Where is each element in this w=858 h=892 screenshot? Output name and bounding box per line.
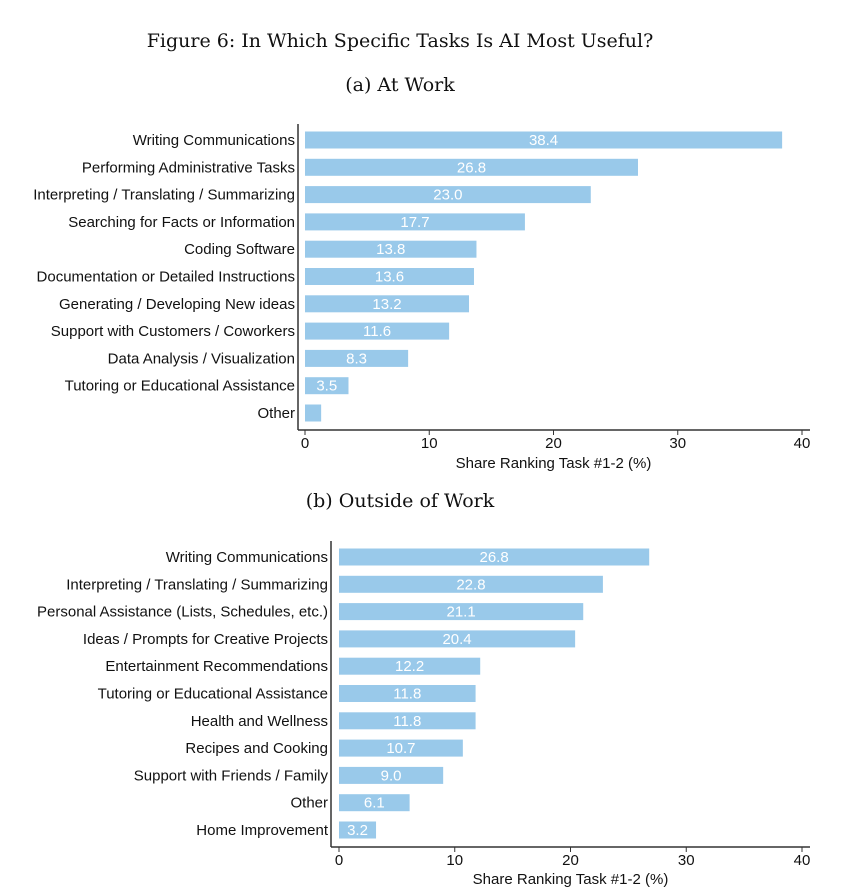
x-tick-label: 0 bbox=[301, 435, 309, 452]
x-tick-label: 10 bbox=[446, 852, 463, 869]
data-label: 12.2 bbox=[395, 658, 424, 675]
bar bbox=[339, 630, 576, 648]
data-label: 13.6 bbox=[375, 269, 404, 286]
category-label: Coding Software bbox=[184, 241, 295, 258]
data-label: 26.8 bbox=[457, 159, 486, 176]
category-label: Health and Wellness bbox=[191, 713, 328, 730]
x-tick-label: 20 bbox=[545, 435, 562, 452]
data-label: 38.4 bbox=[529, 132, 558, 149]
data-label: 21.1 bbox=[447, 604, 476, 621]
panel-subtitle: (a) At Work bbox=[345, 74, 455, 96]
category-label: Data Analysis / Visualization bbox=[108, 350, 295, 367]
figure-title: Figure 6: In Which Specific Tasks Is AI … bbox=[147, 30, 654, 52]
bar bbox=[305, 213, 525, 231]
panel-subtitle: (b) Outside of Work bbox=[306, 490, 495, 512]
bar bbox=[339, 794, 410, 812]
bar bbox=[305, 295, 470, 313]
category-label: Support with Customers / Coworkers bbox=[51, 323, 295, 340]
category-label: Interpreting / Translating / Summarizing bbox=[66, 576, 328, 593]
bar bbox=[339, 575, 603, 593]
category-label: Personal Assistance (Lists, Schedules, e… bbox=[37, 604, 328, 621]
data-label: 17.7 bbox=[400, 214, 429, 231]
category-label: Home Improvement bbox=[196, 822, 329, 839]
category-label: Support with Friends / Family bbox=[134, 767, 329, 784]
bar bbox=[339, 712, 476, 730]
bar bbox=[339, 657, 481, 675]
data-label: 8.3 bbox=[346, 350, 367, 367]
bar bbox=[339, 685, 476, 702]
x-tick-label: 0 bbox=[335, 852, 343, 869]
category-label: Interpreting / Translating / Summarizing bbox=[33, 187, 295, 204]
bar bbox=[339, 739, 463, 757]
data-label: 3.5 bbox=[316, 378, 337, 395]
bar bbox=[305, 158, 638, 176]
data-label: 23.0 bbox=[433, 187, 462, 204]
data-label: 13.8 bbox=[376, 241, 405, 258]
x-tick-label: 40 bbox=[794, 852, 811, 869]
category-label: Entertainment Recommendations bbox=[105, 658, 328, 675]
category-label: Other bbox=[257, 405, 295, 422]
bar bbox=[305, 349, 409, 367]
data-label: 13.2 bbox=[372, 296, 401, 313]
data-label: 3.2 bbox=[347, 822, 368, 839]
data-label: 11.6 bbox=[363, 323, 391, 340]
category-label: Writing Communications bbox=[166, 549, 328, 566]
x-tick-label: 30 bbox=[669, 435, 686, 452]
bar bbox=[305, 322, 450, 340]
data-label: 26.8 bbox=[480, 549, 509, 566]
category-label: Documentation or Detailed Instructions bbox=[37, 269, 295, 286]
data-label: 20.4 bbox=[442, 631, 471, 648]
data-label: 22.8 bbox=[456, 576, 485, 593]
bar bbox=[305, 131, 783, 149]
category-label: Searching for Facts or Information bbox=[68, 214, 295, 231]
category-label: Performing Administrative Tasks bbox=[82, 159, 295, 176]
bar bbox=[339, 548, 650, 566]
bar bbox=[305, 377, 349, 395]
x-tick-label: 30 bbox=[678, 852, 695, 869]
bar bbox=[305, 240, 477, 258]
category-label: Writing Communications bbox=[133, 132, 295, 149]
x-tick-label: 40 bbox=[794, 435, 811, 452]
x-axis-label: Share Ranking Task #1-2 (%) bbox=[473, 871, 669, 888]
bar bbox=[305, 268, 474, 285]
category-label: Ideas / Prompts for Creative Projects bbox=[83, 631, 328, 648]
data-label: 9.0 bbox=[381, 767, 402, 784]
bar bbox=[305, 186, 591, 204]
panel-outside-work: (b) Outside of Work Writing Communication… bbox=[37, 490, 810, 888]
data-label: 11.8 bbox=[393, 713, 421, 730]
category-label: Generating / Developing New ideas bbox=[59, 296, 295, 313]
bar bbox=[305, 404, 322, 422]
x-axis-label: Share Ranking Task #1-2 (%) bbox=[456, 455, 652, 472]
bar bbox=[339, 821, 377, 839]
panel-at-work: (a) At Work Writing Communications 38.4 Per… bbox=[33, 74, 810, 472]
category-label: Recipes and Cooking bbox=[185, 740, 328, 757]
x-tick-label: 20 bbox=[562, 852, 579, 869]
category-label: Tutoring or Educational Assistance bbox=[65, 378, 295, 395]
bar bbox=[339, 603, 584, 621]
category-label: Tutoring or Educational Assistance bbox=[98, 686, 328, 703]
data-label: 11.8 bbox=[393, 686, 421, 703]
category-label: Other bbox=[290, 795, 328, 812]
data-label: 6.1 bbox=[364, 795, 385, 812]
data-label: 10.7 bbox=[386, 740, 415, 757]
bar bbox=[339, 766, 444, 784]
x-tick-label: 10 bbox=[421, 435, 438, 452]
